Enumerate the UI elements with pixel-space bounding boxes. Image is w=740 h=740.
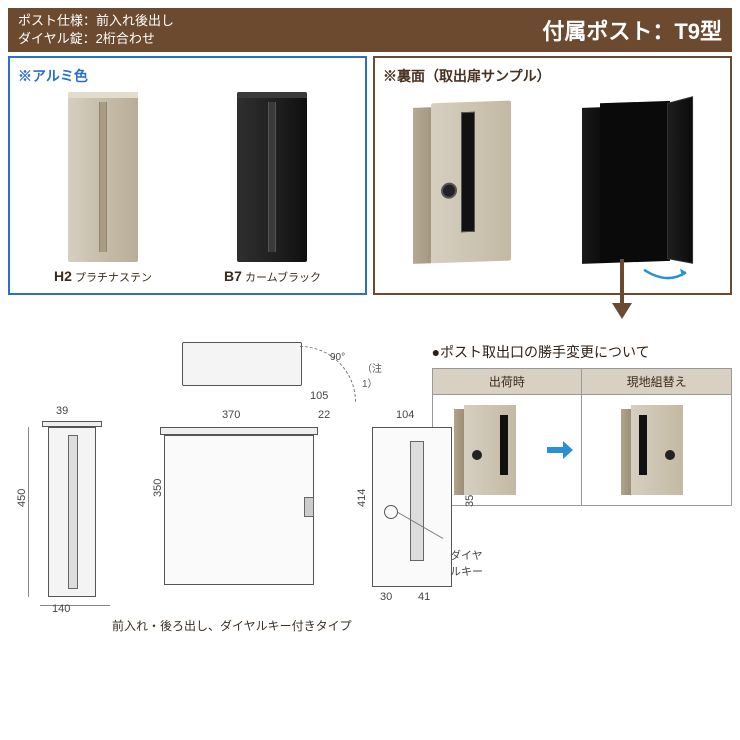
col-body-2 — [582, 395, 731, 505]
product-h2: H2 プラチナステン — [54, 92, 152, 285]
dim-105: 105 — [310, 390, 328, 402]
backview-panel: ※裏面（取出扉サンプル） — [373, 56, 732, 295]
backview-title: ※裏面（取出扉サンプル） — [383, 66, 722, 86]
change-table: 出荷時 — [432, 368, 732, 506]
mb-slot — [99, 102, 107, 252]
side-top — [160, 427, 318, 435]
spec-line-1: ポスト仕様：前入れ後出し — [18, 12, 174, 30]
side-handle — [304, 497, 314, 517]
color-products-row: H2 プラチナステン B7 カームブラック — [18, 92, 357, 285]
diagram-area: 90° （注1） 105 39 450 140 — [8, 338, 422, 636]
dim-line-h — [40, 605, 110, 606]
col-body-1 — [433, 395, 582, 505]
change-section-title: ●ポスト取出口の勝手変更について — [432, 342, 732, 362]
col-head-1: 出荷時 — [433, 369, 582, 395]
arrow-down-row — [8, 295, 732, 328]
back-window — [410, 441, 424, 561]
spec-line-2: ダイヤル錠：2桁合わせ — [18, 30, 174, 48]
bb-side — [413, 108, 431, 265]
change-col-onsite: 現地組替え — [582, 369, 731, 505]
product-b7-label: B7 カームブラック — [224, 268, 321, 285]
dim-line-v — [28, 427, 29, 597]
header-bar: ポスト仕様：前入れ後出し ダイヤル錠：2桁合わせ 付属ポスト：T9型 — [8, 8, 732, 52]
backview-light — [413, 90, 523, 274]
dim-140: 140 — [52, 603, 70, 615]
page: ポスト仕様：前入れ後出し ダイヤル錠：2桁合わせ 付属ポスト：T9型 ※アルミ色… — [0, 0, 740, 644]
dim-370: 370 — [222, 409, 240, 421]
diagram-wrap: 90° （注1） 105 39 450 140 — [12, 342, 418, 632]
header-title: 付属ポスト：T9型 — [542, 14, 722, 46]
mini-side — [621, 409, 631, 495]
dim-39: 39 — [56, 405, 68, 417]
bb-window — [461, 112, 475, 232]
arrow-right-icon — [543, 440, 577, 460]
arrow-down-icon — [612, 303, 632, 319]
product-h2-label: H2 プラチナステン — [54, 268, 152, 285]
color-panel-title: ※アルミ色 — [18, 66, 357, 86]
name: カームブラック — [245, 272, 321, 284]
mini-side — [454, 409, 464, 495]
mb-top — [237, 92, 307, 98]
mini-box-right — [631, 405, 683, 495]
front-slot — [68, 435, 78, 589]
dim-30: 30 — [380, 591, 392, 603]
mailbox-front-b7 — [237, 92, 307, 262]
backview-dark-open — [582, 90, 692, 274]
bb-side — [582, 108, 600, 265]
code: B7 — [224, 268, 242, 284]
backview-row — [383, 92, 722, 272]
bb-interior — [600, 101, 670, 263]
code: H2 — [54, 268, 72, 284]
name: プラチナステン — [75, 272, 152, 284]
color-panel: ※アルミ色 H2 プラチナステン — [8, 56, 367, 295]
product-b7: B7 カームブラック — [224, 92, 321, 285]
change-col-shipping: 出荷時 — [433, 369, 583, 505]
mini-dial — [665, 450, 675, 460]
dim-350: 350 — [152, 479, 164, 497]
bb-open-door — [667, 97, 693, 265]
diagram-side-view: 370 22 350 — [152, 427, 332, 617]
dim-450: 450 — [16, 489, 28, 507]
mb-top — [68, 92, 138, 98]
front-top — [42, 421, 102, 427]
col-head-2: 現地組替え — [582, 369, 731, 395]
header-spec: ポスト仕様：前入れ後出し ダイヤル錠：2桁合わせ — [18, 12, 174, 48]
dial-key-label: ダイヤルキー — [450, 547, 492, 579]
lower-row: 90° （注1） 105 39 450 140 — [8, 338, 732, 636]
side-box — [164, 435, 314, 585]
mini-window — [500, 415, 508, 475]
dim-90: 90° — [330, 352, 345, 363]
mini-window — [639, 415, 647, 475]
diagram-top-view: 90° （注1） 105 — [152, 342, 372, 402]
mini-box-left — [464, 405, 516, 495]
note-1: （注1） — [362, 360, 382, 390]
diagram-caption: 前入れ・後ろ出し、ダイヤルキー付きタイプ — [112, 617, 352, 634]
mailbox-front-h2 — [68, 92, 138, 262]
mini-dial — [472, 450, 482, 460]
dim-22: 22 — [318, 409, 330, 421]
dim-414: 414 — [356, 489, 368, 507]
diagram-front-view: 39 450 140 — [12, 427, 122, 617]
dg-top-shape — [182, 342, 302, 386]
swing-arrow-icon — [642, 266, 692, 284]
dim-41: 41 — [418, 591, 430, 603]
mb-slot — [268, 102, 276, 252]
dim-104: 104 — [396, 409, 414, 421]
